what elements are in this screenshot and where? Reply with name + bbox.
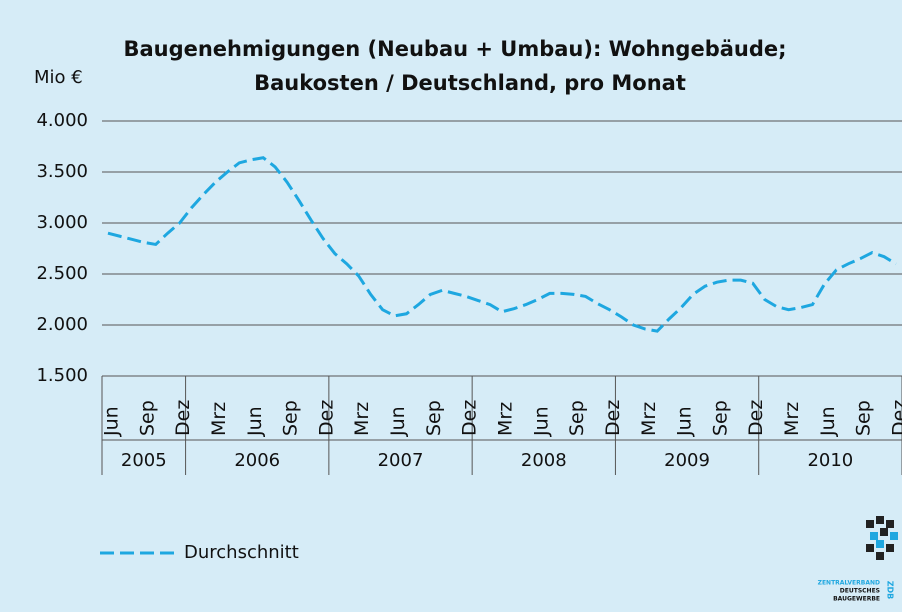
logo: ZENTRALVERBAND DEUTSCHES BAUGEWERBE ZDB (818, 516, 898, 603)
logo-text: DEUTSCHES (840, 588, 880, 595)
x-tick-label: Jun (244, 406, 266, 437)
x-tick-label: Dez (602, 400, 624, 436)
logo-cubes (866, 516, 898, 560)
x-tick-label: Mrz (638, 402, 660, 436)
x-tick-label: Mrz (208, 402, 230, 436)
x-tick-label: Dez (459, 400, 481, 436)
x-tick-label: Dez (889, 400, 902, 436)
year-label: 2008 (521, 450, 567, 471)
logo-text: BAUGEWERBE (833, 596, 880, 603)
year-label: 2009 (664, 450, 710, 471)
y-tick-label: 1.500 (36, 365, 88, 386)
x-tick-label: Mrz (781, 402, 803, 436)
legend-label: Durchschnitt (184, 542, 299, 563)
x-tick-label: Sep (136, 400, 158, 436)
x-tick-label: Jun (817, 406, 839, 437)
year-label: 2010 (807, 450, 853, 471)
year-label: 2005 (121, 450, 167, 471)
x-tick-label: Sep (566, 400, 588, 436)
x-tick-label: Jun (674, 406, 696, 437)
year-label: 2006 (234, 450, 280, 471)
x-tick-label: Jun (100, 406, 122, 437)
x-tick-label: Dez (315, 400, 337, 436)
x-tick-label: Sep (423, 400, 445, 436)
y-tick-label: 4.000 (36, 110, 88, 131)
y-axis-label: Mio € (34, 67, 83, 88)
chart-subtitle: Baukosten / Deutschland, pro Monat (254, 71, 686, 95)
x-tick-label: Dez (745, 400, 767, 436)
y-tick-label: 2.000 (36, 314, 88, 335)
y-tick-label: 3.500 (36, 161, 88, 182)
year-label: 2007 (378, 450, 424, 471)
x-tick-label: Sep (280, 400, 302, 436)
y-tick-label: 2.500 (36, 263, 88, 284)
logo-text: ZENTRALVERBAND (818, 580, 880, 587)
x-tick-label: Dez (172, 400, 194, 436)
y-tick-label: 3.000 (36, 212, 88, 233)
x-tick-label: Mrz (351, 402, 373, 436)
x-tick-label: Jun (387, 406, 409, 437)
logo-mark: ZDB (886, 581, 895, 600)
x-tick-label: Jun (530, 406, 552, 437)
x-tick-label: Sep (709, 400, 731, 436)
chart-title: Baugenehmigungen (Neubau + Umbau): Wohng… (123, 37, 786, 61)
x-tick-label: Mrz (495, 402, 517, 436)
x-tick-label: Sep (853, 400, 875, 436)
series-line (107, 156, 897, 333)
